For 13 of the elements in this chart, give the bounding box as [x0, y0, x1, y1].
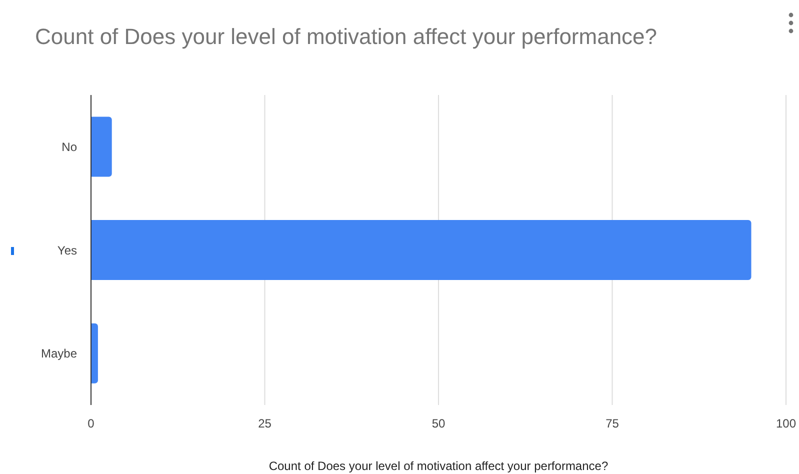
x-tick-label: 25 [258, 416, 272, 431]
bar [91, 220, 752, 280]
y-tick-label: No [62, 140, 78, 154]
x-tick-label: 75 [606, 416, 620, 431]
y-tick-label: Maybe [40, 346, 78, 361]
x-tick-label: 100 [776, 416, 796, 431]
bar [91, 323, 98, 384]
y-tick-label: Yes [57, 243, 77, 258]
x-tick-label: 50 [432, 416, 446, 431]
bar [91, 116, 112, 177]
x-axis-title: Count of Does your level of motivation affect your performance? [268, 459, 608, 473]
x-tick-label: 0 [88, 416, 95, 431]
chart-title: Count of Does your level of motivation affect your performance? [35, 24, 658, 49]
